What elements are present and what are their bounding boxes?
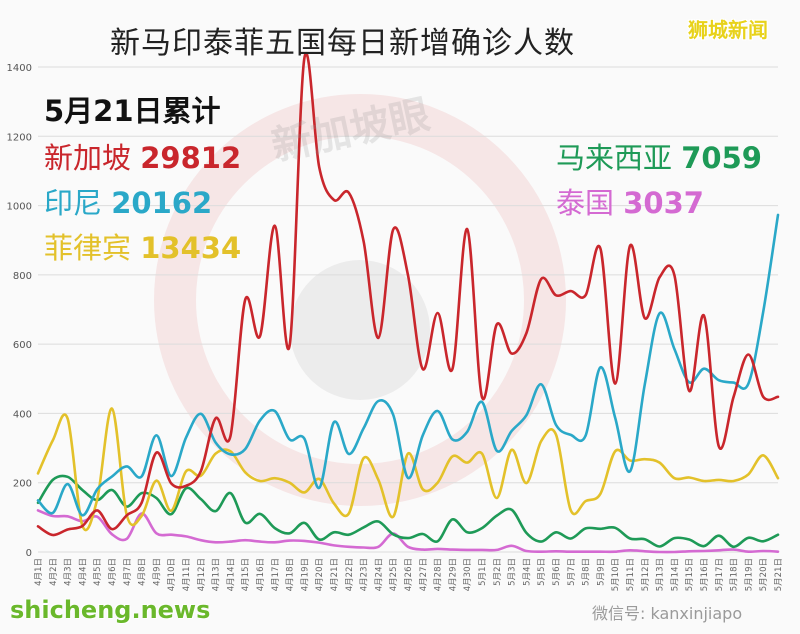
legend-entry-singapore: 新加坡 29812 (44, 135, 241, 177)
footer-wechat-label: 微信号: kanxinjiapo (592, 604, 743, 623)
x-tick-label: 4月30日 (463, 558, 473, 591)
x-tick-label: 4月17日 (271, 558, 281, 591)
x-tick-label: 4月6日 (108, 558, 118, 586)
x-tick-label: 4月29日 (448, 558, 458, 591)
x-tick-label: 5月9日 (596, 558, 606, 586)
x-tick-label: 4月23日 (360, 558, 370, 591)
x-tick-label: 4月14日 (226, 558, 236, 591)
watermark-circle (154, 94, 566, 506)
x-tick-label: 5月11日 (626, 558, 636, 591)
x-tick-label: 5月14日 (670, 558, 680, 591)
legend-date: 5月21日累计 (44, 94, 221, 128)
x-tick-label: 4月8日 (138, 558, 148, 586)
x-tick-label: 4月26日 (404, 558, 414, 591)
x-tick-label: 4月27日 (419, 558, 429, 591)
y-tick-label: 200 (13, 479, 32, 490)
x-tick-label: 4月16日 (256, 558, 266, 591)
x-tick-label: 4月1日 (34, 558, 44, 586)
x-tick-label: 5月19日 (744, 558, 754, 591)
x-tick-label: 5月3日 (508, 558, 518, 586)
legend-total: 20162 (111, 186, 213, 220)
series-line-3 (36, 474, 780, 549)
series-line-2 (36, 407, 780, 532)
y-tick-label: 1200 (7, 132, 32, 143)
legend-total: 13434 (140, 231, 242, 265)
x-tick-label: 5月20日 (759, 558, 769, 591)
x-tick-label: 4月7日 (123, 558, 133, 586)
x-tick-label: 4月19日 (300, 558, 310, 591)
y-tick-label: 1400 (7, 63, 32, 74)
x-tick-label: 4月28日 (434, 558, 444, 591)
x-tick-label: 4月24日 (374, 558, 384, 591)
legend-name: 菲律宾 (44, 231, 132, 265)
y-tick-label: 400 (13, 409, 32, 420)
x-tick-label: 5月1日 (478, 558, 488, 586)
y-tick-label: 600 (13, 340, 32, 351)
chart-title: 新马印泰菲五国每日新增确诊人数 (110, 26, 575, 61)
x-tick-label: 5月21日 (774, 558, 784, 591)
y-tick-label: 1000 (7, 202, 32, 213)
x-tick-label: 5月18日 (730, 558, 740, 591)
legend-name: 马来西亚 (556, 141, 673, 175)
x-tick-label: 5月17日 (715, 558, 725, 591)
legend-entry-indonesia: 印尼 20162 (44, 180, 212, 222)
x-tick-label: 4月10日 (167, 558, 177, 591)
x-tick-label: 5月5日 (537, 558, 547, 586)
x-tick-label: 5月8日 (582, 558, 592, 586)
x-tick-label: 4月5日 (93, 558, 103, 586)
x-tick-label: 4月3日 (64, 558, 74, 586)
legend-name: 新加坡 (44, 141, 132, 175)
x-tick-label: 4月12日 (197, 558, 207, 591)
legend-total: 3037 (623, 186, 704, 220)
x-tick-label: 4月15日 (241, 558, 251, 591)
legend-entry-philippines: 菲律宾 13434 (44, 225, 241, 267)
x-tick-label: 4月21日 (330, 558, 340, 591)
x-tick-label: 4月11日 (182, 558, 192, 591)
legend-entry-malaysia: 马来西亚 7059 (556, 135, 762, 177)
x-tick-label: 4月25日 (389, 558, 399, 591)
x-tick-label: 5月7日 (567, 558, 577, 586)
x-tick-label: 4月18日 (286, 558, 296, 591)
x-tick-label: 4月9日 (152, 558, 162, 586)
x-tick-label: 5月15日 (685, 558, 695, 591)
footer-site-label: shicheng.news (10, 596, 211, 624)
series-line-4 (36, 509, 780, 554)
y-tick-label: 800 (13, 271, 32, 282)
x-tick-label: 4月13日 (212, 558, 222, 591)
series-line-0 (36, 52, 780, 537)
legend-entry-thailand: 泰国 3037 (556, 180, 704, 222)
x-tick-label: 4月2日 (49, 558, 59, 586)
x-tick-label: 4月4日 (78, 558, 88, 586)
x-tick-label: 5月16日 (700, 558, 710, 591)
legend-total: 7059 (681, 141, 762, 175)
legend-name: 印尼 (44, 186, 103, 220)
x-tick-label: 5月6日 (552, 558, 562, 586)
x-tick-label: 4月22日 (345, 558, 355, 591)
series-line-1 (36, 213, 780, 517)
corner-brand-label: 狮城新闻 (688, 18, 768, 42)
y-tick-label: 0 (26, 548, 32, 559)
x-tick-label: 5月2日 (493, 558, 503, 586)
x-tick-label: 5月4日 (522, 558, 532, 586)
x-tick-label: 5月12日 (641, 558, 651, 591)
legend-name: 泰国 (556, 186, 615, 220)
x-tick-label: 5月13日 (656, 558, 666, 591)
x-tick-label: 4月20日 (315, 558, 325, 591)
x-tick-label: 5月10日 (611, 558, 621, 591)
legend-total: 29812 (140, 141, 242, 175)
